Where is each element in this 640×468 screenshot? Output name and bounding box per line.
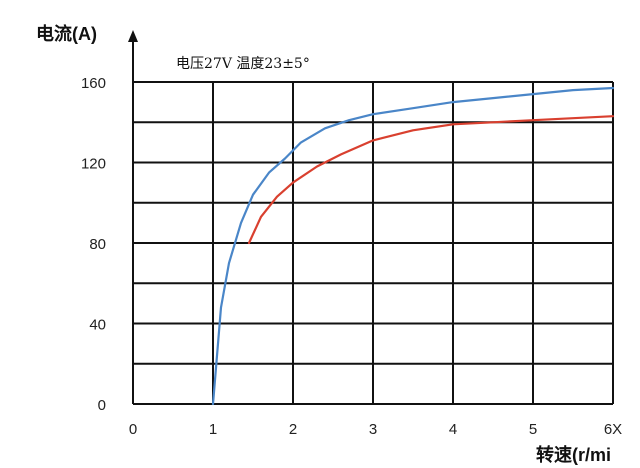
x-tick-label: 4 (449, 421, 457, 438)
y-tick-label: 40 (89, 317, 106, 334)
y-tick-label: 0 (98, 397, 106, 414)
y-axis-title: 电流(A) (36, 23, 97, 44)
y-axis-arrow (128, 30, 138, 42)
x-tick-label: 1 (209, 421, 217, 438)
x-tick-label: 3 (369, 421, 377, 438)
x-tick-label: 5 (529, 421, 537, 438)
y-tick-label: 120 (81, 156, 106, 173)
condition-annotation: 电压27V 温度23±5° (176, 56, 310, 72)
series-line-1 (211, 86, 615, 406)
axes (128, 30, 138, 404)
x-tick-label: 2 (289, 421, 297, 438)
series-lines (211, 86, 615, 406)
y-tick-label: 160 (81, 75, 106, 92)
x-tick-label: 0 (129, 421, 137, 438)
x-axis-title: 转速(r/mi (536, 444, 611, 465)
x-tick-label: 6X (604, 421, 622, 438)
grid (133, 81, 614, 405)
y-tick-label: 80 (89, 236, 106, 253)
x-tick-labels: 0 1 2 3 4 5 6X (129, 421, 622, 438)
series-line-2 (247, 115, 615, 245)
y-tick-labels: 0 40 80 120 160 (81, 75, 106, 414)
